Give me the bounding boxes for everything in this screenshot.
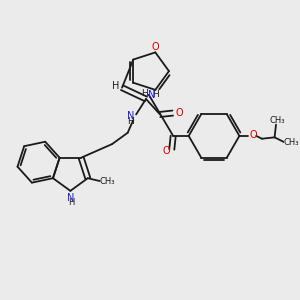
- Text: H: H: [141, 89, 148, 98]
- Text: N: N: [67, 193, 74, 203]
- Text: O: O: [162, 146, 170, 156]
- Text: O: O: [152, 42, 159, 52]
- Text: CH₃: CH₃: [100, 176, 115, 185]
- Text: H: H: [152, 90, 159, 99]
- Text: N: N: [127, 111, 134, 121]
- Text: H: H: [69, 198, 75, 207]
- Text: O: O: [175, 108, 183, 118]
- Text: CH₃: CH₃: [270, 116, 285, 125]
- Text: H: H: [127, 117, 134, 126]
- Text: H: H: [112, 81, 119, 91]
- Text: O: O: [249, 130, 257, 140]
- Text: CH₃: CH₃: [284, 139, 299, 148]
- Text: N: N: [148, 90, 155, 100]
